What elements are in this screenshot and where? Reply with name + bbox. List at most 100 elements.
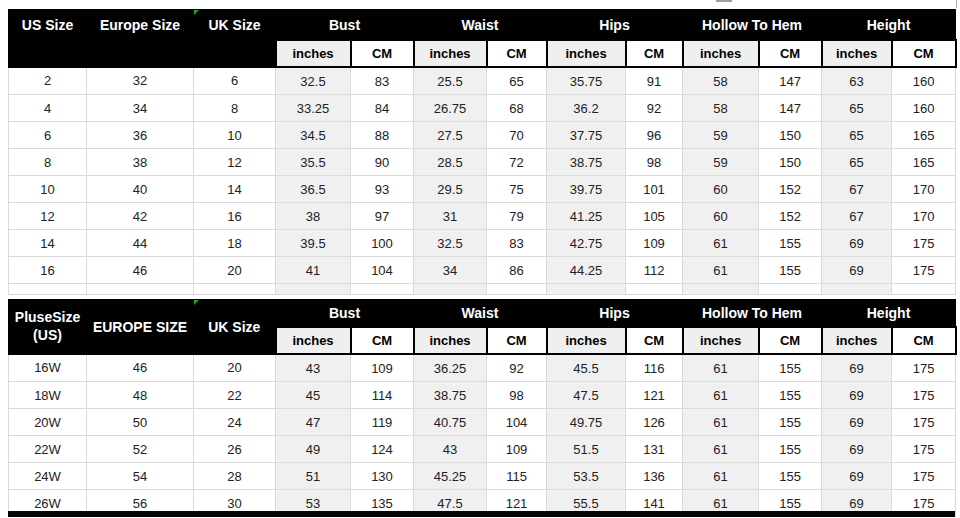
table-cell: 96 xyxy=(626,122,683,149)
table-cell: 20 xyxy=(194,257,276,284)
table-cell: 155 xyxy=(759,436,822,463)
table-cell: 131 xyxy=(626,436,683,463)
group-header-hips: Hips xyxy=(547,300,683,328)
table-cell: 67 xyxy=(822,176,892,203)
spacer-cell xyxy=(9,284,87,295)
table-cell: 155 xyxy=(759,230,822,257)
unit-header-cm: CM xyxy=(351,327,414,354)
spacer-cell xyxy=(626,284,683,295)
group-header-bust: Bust xyxy=(276,300,414,328)
table-cell: 147 xyxy=(759,67,822,95)
unit-header-cm: CM xyxy=(487,327,547,354)
table-cell: 65 xyxy=(487,67,547,95)
table-cell: 18W xyxy=(9,382,87,409)
col-header-uk-size-label: UK Size xyxy=(208,17,260,33)
table-cell: 152 xyxy=(759,176,822,203)
plus-size-table: PluseSize (US) EUROPE SIZE UK Size Bust … xyxy=(8,299,957,517)
spacer-cell xyxy=(759,284,822,295)
table-cell: 39.5 xyxy=(276,230,351,257)
table-cell: 25.5 xyxy=(414,67,487,95)
table-cell: 175 xyxy=(892,230,956,257)
table-cell: 98 xyxy=(487,382,547,409)
spacer-cell xyxy=(276,284,351,295)
table-cell: 101 xyxy=(626,176,683,203)
table-cell: 51 xyxy=(276,463,351,490)
table-cell: 32.5 xyxy=(414,230,487,257)
table-cell: 170 xyxy=(892,203,956,230)
table-cell: 175 xyxy=(892,409,956,436)
table-cell: 32.5 xyxy=(276,67,351,95)
table-cell: 6 xyxy=(194,67,276,95)
spacer-cell xyxy=(351,284,414,295)
table-cell: 59 xyxy=(683,122,759,149)
table-cell: 59 xyxy=(683,149,759,176)
table-cell: 79 xyxy=(487,203,547,230)
table-cell: 152 xyxy=(759,203,822,230)
table-cell: 31 xyxy=(414,203,487,230)
table-cell: 43 xyxy=(276,354,351,382)
table-cell: 39.75 xyxy=(547,176,626,203)
table-cell: 65 xyxy=(822,149,892,176)
table-cell: 121 xyxy=(626,382,683,409)
unit-header-cm: CM xyxy=(759,40,822,67)
table-cell: 43 xyxy=(414,436,487,463)
table-cell: 16W xyxy=(9,354,87,382)
table-cell: 51.5 xyxy=(547,436,626,463)
table-cell: 112 xyxy=(626,257,683,284)
table-cell: 36 xyxy=(87,122,194,149)
group-header-height: Height xyxy=(822,300,956,328)
table-cell: 16 xyxy=(9,257,87,284)
table-cell: 40.75 xyxy=(414,409,487,436)
table-cell: 36.5 xyxy=(276,176,351,203)
table-cell: 109 xyxy=(626,230,683,257)
table-cell: 100 xyxy=(351,230,414,257)
table-cell: 165 xyxy=(892,122,956,149)
spacer-cell xyxy=(87,284,194,295)
table-cell: 2 xyxy=(9,67,87,95)
table-cell: 38.75 xyxy=(547,149,626,176)
table-row: 20W50244711940.7510449.751266115569175 xyxy=(9,409,956,436)
table-cell: 155 xyxy=(759,257,822,284)
table-cell: 109 xyxy=(487,436,547,463)
col-header-plus-size-us: PluseSize (US) xyxy=(9,300,87,355)
table-cell: 61 xyxy=(683,230,759,257)
table-cell: 48 xyxy=(87,382,194,409)
table-cell: 63 xyxy=(822,67,892,95)
table-row: 232632.58325.56535.75915814763160 xyxy=(9,67,956,95)
table-cell: 24W xyxy=(9,463,87,490)
table-cell: 67 xyxy=(822,203,892,230)
table-cell: 20 xyxy=(194,354,276,382)
table-cell: 36.2 xyxy=(547,95,626,122)
spacer-cell xyxy=(547,284,626,295)
table-cell: 52 xyxy=(87,436,194,463)
size-chart-page: US Size Europe Size UK Size Bust Waist H… xyxy=(0,0,960,518)
scan-artifact xyxy=(956,0,957,8)
col-header-us-size: US Size xyxy=(9,10,87,41)
standard-header-row-1: US Size Europe Size UK Size Bust Waist H… xyxy=(9,10,956,41)
unit-header-cm: CM xyxy=(626,327,683,354)
table-cell: 26 xyxy=(194,436,276,463)
table-cell: 58 xyxy=(683,95,759,122)
table-cell: 155 xyxy=(759,382,822,409)
scan-artifact xyxy=(716,0,732,2)
table-cell: 97 xyxy=(351,203,414,230)
table-row: 434833.258426.756836.2925814765160 xyxy=(9,95,956,122)
table-cell: 70 xyxy=(487,122,547,149)
table-cell: 175 xyxy=(892,257,956,284)
table-row: 1242163897317941.251056015267170 xyxy=(9,203,956,230)
table-cell: 4 xyxy=(9,95,87,122)
table-cell: 65 xyxy=(822,122,892,149)
table-cell: 40 xyxy=(87,176,194,203)
table-cell: 46 xyxy=(87,257,194,284)
table-cell: 124 xyxy=(351,436,414,463)
standard-size-table: US Size Europe Size UK Size Bust Waist H… xyxy=(8,9,957,295)
table-cell: 104 xyxy=(351,257,414,284)
spacer-cell xyxy=(414,284,487,295)
table-cell: 35.75 xyxy=(547,67,626,95)
unit-header-cm: CM xyxy=(487,40,547,67)
next-table-header-edge xyxy=(8,511,955,517)
table-cell: 69 xyxy=(822,257,892,284)
table-cell: 60 xyxy=(683,176,759,203)
table-row: 18W48224511438.759847.51216115569175 xyxy=(9,382,956,409)
table-cell: 47 xyxy=(276,409,351,436)
